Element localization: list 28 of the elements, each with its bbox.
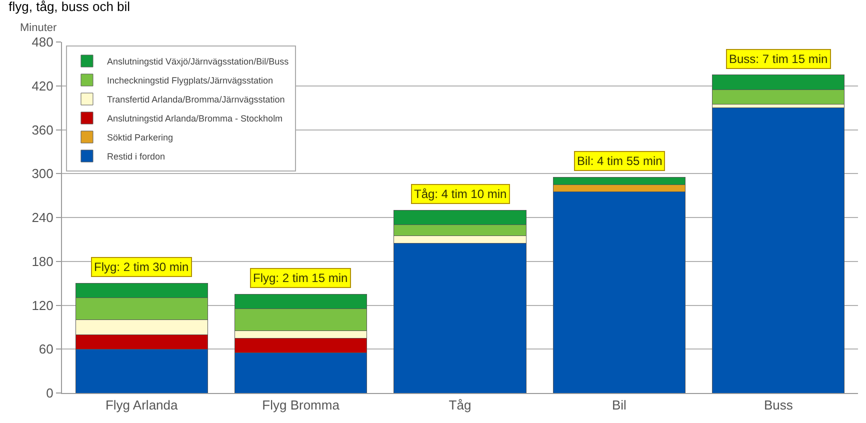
annotation: Flyg: 2 tim 15 min xyxy=(253,271,348,285)
y-tick-label: 480 xyxy=(32,34,54,50)
y-tick-label: 60 xyxy=(38,342,54,357)
y-tick-label: 420 xyxy=(32,78,54,94)
legend-label: Incheckningstid Flygplats/Järnvägsstation xyxy=(106,76,274,86)
x-tick-label: Bil xyxy=(612,398,627,413)
x-tick-label: Tåg xyxy=(448,398,472,413)
legend-label: Söktid Parkering xyxy=(106,132,174,143)
annotation: Flyg: 2 tim 30 min xyxy=(94,260,189,274)
chart-title: flyg, tåg, buss och bil xyxy=(8,0,130,14)
y-tick-label: 300 xyxy=(32,166,54,182)
legend-label: Anslutningstid Arlanda/Bromma - Stockholm xyxy=(106,114,283,124)
bar xyxy=(712,108,845,393)
y-tick-label: 360 xyxy=(32,122,54,138)
x-tick-label: Flyg Arlanda xyxy=(105,398,178,413)
annotation: Buss: 7 tim 15 min xyxy=(729,52,828,66)
x-tick-label: Flyg Bromma xyxy=(262,398,340,413)
y-tick-label: 180 xyxy=(32,254,54,269)
y-tick-label: 0 xyxy=(46,386,54,401)
y-tick-label: 240 xyxy=(32,210,54,226)
y-axis-title: Minuter xyxy=(20,22,58,34)
annotation: Bil: 4 tim 55 min xyxy=(577,154,662,168)
legend-label: Transfertid Arlanda/Bromma/Järnvägsstation xyxy=(106,94,285,105)
legend-label: Restid i fordon xyxy=(106,152,166,162)
legend-label: Anslutningstid Växjö/Järnvägsstation/Bil/Buss xyxy=(106,56,290,67)
annotation: Tåg: 4 tim 10 min xyxy=(414,187,507,201)
x-tick-label: Buss xyxy=(764,398,794,413)
y-tick-label: 120 xyxy=(32,298,54,313)
